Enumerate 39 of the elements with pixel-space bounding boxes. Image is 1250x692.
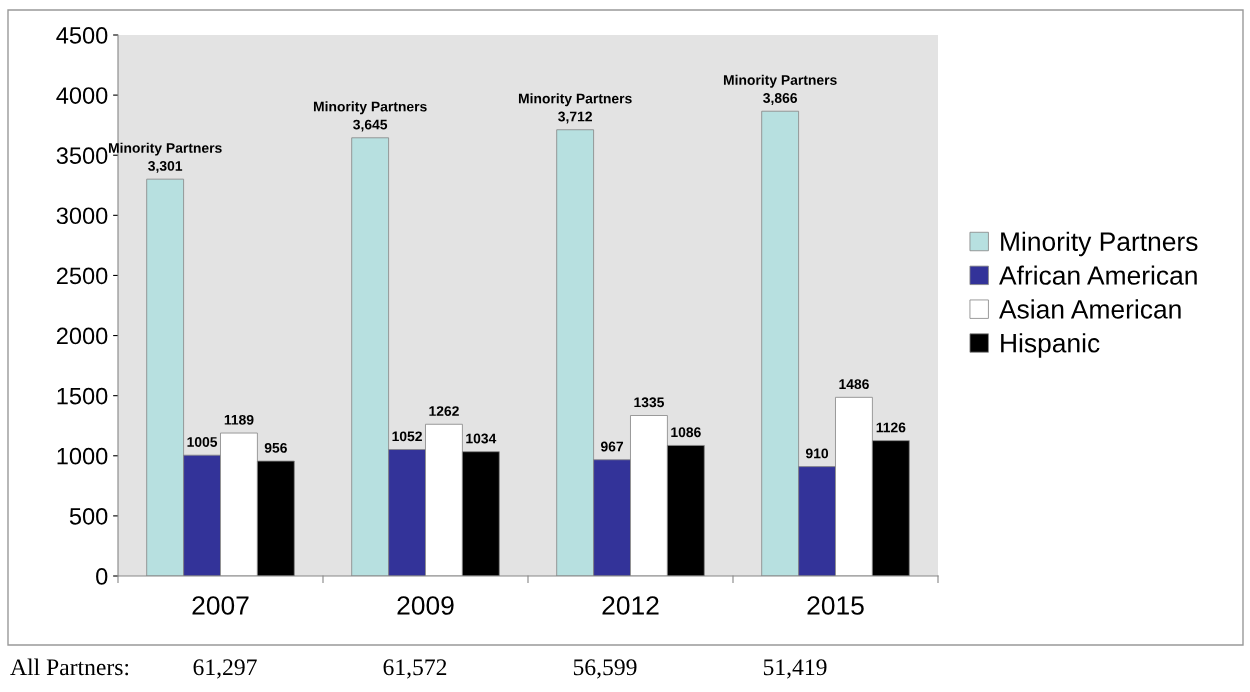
- data-label: 1034: [466, 433, 497, 444]
- x-tick-label: 2015: [807, 596, 864, 615]
- data-label: Minority Partners 3,645: [313, 101, 427, 132]
- y-tick-label: 3000: [56, 207, 108, 225]
- text: 51,419: [763, 659, 827, 679]
- legend-label: African American: [999, 265, 1197, 285]
- text: 61,297: [193, 659, 257, 679]
- x-tick-label: 2009: [397, 596, 454, 615]
- y-tick-label: 0: [96, 568, 108, 585]
- data-label: 1189: [224, 414, 254, 425]
- data-label: 1086: [671, 427, 701, 438]
- x-tick-label: 2012: [602, 596, 659, 615]
- text: All Partners:: [10, 658, 129, 676]
- y-tick-label: 1000: [57, 447, 108, 465]
- text: 56,599: [573, 659, 637, 679]
- data-label: 1052: [392, 431, 422, 442]
- data-label: 1005: [187, 437, 218, 447]
- legend-label: Asian American: [999, 299, 1181, 319]
- x-tick-label: 2007: [192, 596, 249, 615]
- data-label: Minority Partners 3,301: [108, 142, 222, 173]
- data-label: Minority Partners 3,712: [518, 93, 632, 124]
- y-tick-label: 2000: [56, 327, 108, 345]
- legend-label: Hispanic: [1001, 333, 1100, 358]
- data-label: 1126: [876, 422, 906, 433]
- text: 61,572: [383, 659, 447, 679]
- y-tick-label: 500: [69, 507, 108, 525]
- data-label: 956: [264, 442, 287, 453]
- data-label: 1486: [839, 379, 869, 390]
- data-label: 1262: [429, 406, 459, 416]
- data-label: 967: [600, 441, 624, 452]
- data-label: 1335: [634, 397, 665, 408]
- y-tick-label: 4000: [56, 87, 108, 104]
- y-tick-label: 2500: [56, 267, 108, 285]
- data-label: 910: [805, 448, 829, 459]
- data-label: Minority Partners 3,866: [723, 74, 837, 105]
- y-tick-label: 4500: [56, 27, 108, 44]
- y-tick-label: 3500: [56, 147, 108, 165]
- y-tick-label: 1500: [57, 387, 108, 405]
- legend-label: Minority Partners: [1001, 231, 1198, 257]
